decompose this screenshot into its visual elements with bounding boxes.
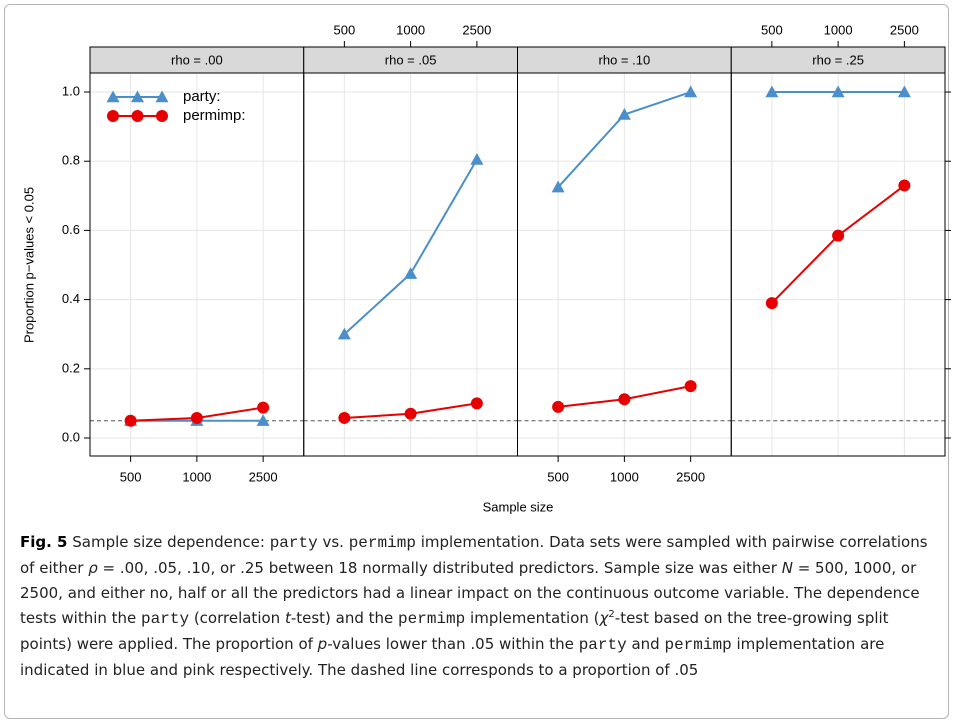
y-tick-label: 0.4 <box>62 291 80 306</box>
marker <box>765 85 779 98</box>
marker <box>256 414 270 426</box>
caption-normal: (correlation <box>189 609 285 627</box>
x-tick-label: 1000 <box>824 22 853 37</box>
x-tick-label: 500 <box>334 22 356 37</box>
x-tick-label: 1000 <box>182 469 211 484</box>
figure-frame <box>4 4 949 719</box>
caption-normal: = 500, 1000, or 2500, and either no, hal… <box>20 559 920 627</box>
y-tick-label: 0.2 <box>62 360 80 375</box>
caption: Fig. 5 Sample size dependence: party vs.… <box>20 530 935 683</box>
marker <box>131 110 144 122</box>
x-tick-label: 500 <box>761 22 783 37</box>
x-tick-label: 500 <box>120 469 142 484</box>
panel-title: rho = .10 <box>599 52 651 67</box>
marker <box>470 152 484 165</box>
legend-label: permimp: <box>183 107 246 124</box>
marker <box>551 180 565 193</box>
panel-title: rho = .25 <box>812 52 864 67</box>
caption-code: party <box>269 534 318 552</box>
panel-border <box>730 72 946 457</box>
caption-normal: and <box>626 635 665 653</box>
marker <box>404 267 418 279</box>
marker <box>617 108 631 120</box>
legend-label: party: <box>183 88 221 105</box>
caption-sup: 2 <box>608 609 615 620</box>
marker <box>897 85 911 98</box>
caption-bold: Fig. 5 <box>20 533 68 551</box>
marker <box>257 401 270 414</box>
caption-code: permimp <box>664 636 732 654</box>
marker <box>832 229 845 242</box>
caption-code: permimp <box>348 534 416 552</box>
x-tick-label: 500 <box>547 469 569 484</box>
caption-normal: -values lower than .05 within the <box>327 635 579 653</box>
caption-normal: implementation ( <box>465 609 600 627</box>
y-tick-label: 1.0 <box>62 83 80 98</box>
marker <box>156 110 168 122</box>
caption-italic: t <box>284 609 291 627</box>
x-tick-label: 2500 <box>462 22 491 37</box>
x-tick-label: 2500 <box>890 22 919 37</box>
panel-title: rho = .05 <box>385 52 437 67</box>
marker <box>338 411 351 424</box>
marker <box>618 393 631 406</box>
marker <box>106 90 120 103</box>
marker <box>404 407 417 420</box>
caption-normal: Sample size dependence: <box>67 533 270 551</box>
marker <box>765 297 778 310</box>
x-tick-label: 2500 <box>249 469 278 484</box>
marker <box>337 327 351 340</box>
x-tick-label: 1000 <box>396 22 425 37</box>
caption-code: party <box>141 610 190 628</box>
caption-italic: ρ <box>88 559 98 577</box>
caption-italic: p <box>317 635 328 653</box>
marker <box>124 414 137 427</box>
y-tick-label: 0.0 <box>62 429 80 444</box>
marker <box>107 110 119 122</box>
y-tick-label: 0.6 <box>62 222 80 237</box>
chart: Proportion p−values < 0.05 Sample size r… <box>21 22 951 514</box>
caption-italic: χ <box>599 609 609 627</box>
caption-code: permimp <box>398 610 466 628</box>
marker <box>155 90 169 103</box>
marker <box>131 90 144 103</box>
caption-normal: -test based on the tree-growing split po… <box>20 609 889 653</box>
marker <box>552 400 565 413</box>
caption-code: party <box>578 636 627 654</box>
marker <box>898 179 911 192</box>
x-tick-label: 2500 <box>676 469 705 484</box>
y-tick-label: 0.8 <box>62 153 80 168</box>
panel-title: rho = .00 <box>171 52 223 67</box>
marker <box>470 397 483 410</box>
caption-normal: implementation. Data sets were sampled w… <box>20 533 928 577</box>
strip <box>89 46 305 74</box>
x-axis-label: Sample size <box>483 499 554 514</box>
x-tick-label: 1000 <box>610 469 639 484</box>
caption-normal: implementation are indicated in blue and… <box>20 635 885 679</box>
caption-normal: vs. <box>317 533 349 551</box>
marker <box>190 411 203 424</box>
y-axis-label: Proportion p−values < 0.05 <box>21 187 36 343</box>
caption-italic: N <box>781 559 793 577</box>
marker <box>684 85 698 98</box>
caption-normal: = .00, .05, .10, or .25 between 18 norma… <box>97 559 782 577</box>
caption-normal: -test) and the <box>290 609 399 627</box>
marker <box>684 380 697 393</box>
marker <box>831 85 845 98</box>
